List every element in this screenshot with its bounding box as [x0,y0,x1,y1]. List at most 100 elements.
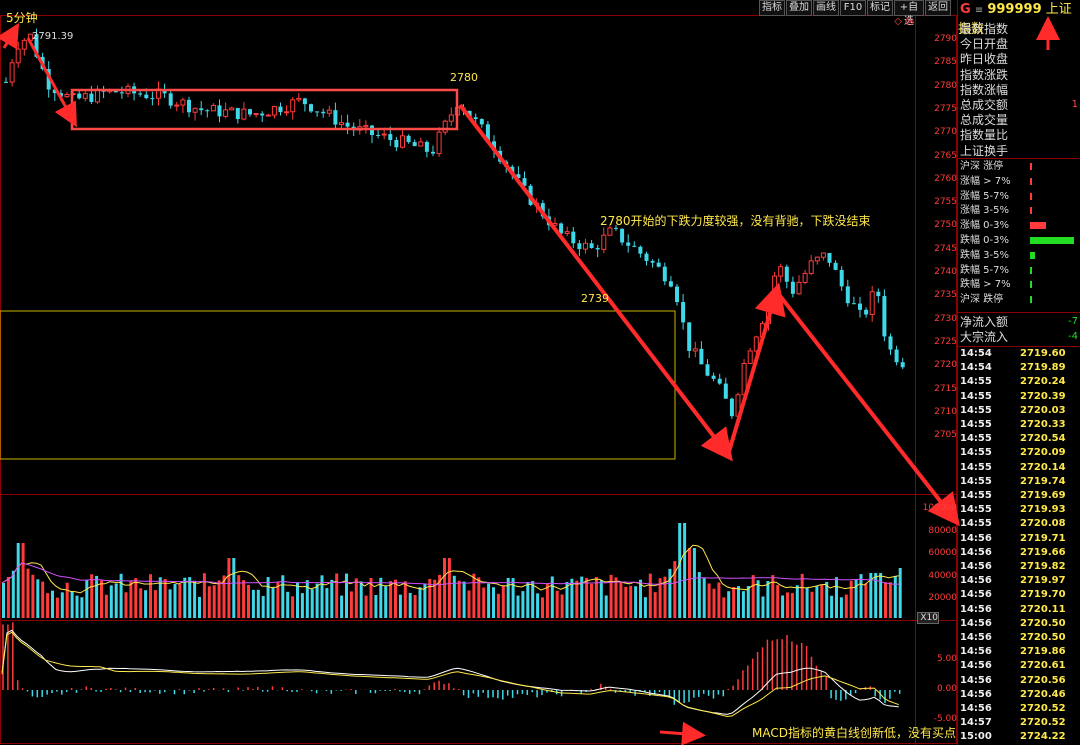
volume-bar [619,582,623,618]
tick-row: 14:55 2720.39 [958,390,1080,404]
volume-bar [604,595,608,618]
candle-body [260,113,265,116]
volume-bar [320,575,324,618]
candle-body [516,174,521,179]
candle-body [479,119,484,125]
volume-bar [550,576,554,618]
quote-label: 上证换手 [960,143,1009,158]
volume-bar [2,583,5,618]
quote-label: 今日开盘 [960,37,1009,52]
macd-histogram [2,622,901,705]
volume-bar [222,575,226,618]
tick-row: 14:56 2719.71 [958,532,1080,546]
toolbar-button-0[interactable]: 指标 [759,0,785,16]
volume-bar [658,578,662,618]
tick-time: 14:57 [960,717,992,729]
volume-bar [325,588,329,618]
candle-body [381,133,387,136]
candle-body [64,93,70,98]
price-tick: 2750 [934,220,957,231]
volume-bar [805,587,809,618]
candle-body [601,234,607,250]
candle-body [900,362,905,368]
toolbar-button-4[interactable]: 标记 [867,0,893,16]
volume-bar [271,587,275,618]
tick-price: 2720.46 [1020,688,1066,700]
toolbar-button-1[interactable]: 叠加 [786,0,812,16]
volume-bar [580,576,584,618]
candle-body [583,242,588,250]
volume-bar [202,573,206,618]
candle-body [315,111,320,113]
quote-label: 指数涨幅 [960,82,1009,97]
toolbar-button-5[interactable]: +自选 [894,0,924,27]
candle-body [290,99,296,113]
volume-bar [256,589,260,618]
tick-time: 14:56 [960,688,992,700]
toolbar-button-3[interactable]: F10 [840,0,866,16]
volume-bar [599,580,603,618]
candle-body [882,296,887,337]
tick-price: 2719.70 [1020,589,1066,601]
price-tick: 2785 [934,57,957,68]
tick-time: 14:55 [960,419,992,430]
volume-bar [835,577,838,618]
volume-bar [541,597,544,618]
candle-body [284,111,290,114]
volume-bar [428,578,432,618]
volume-bar [369,578,373,618]
price-tick: 2780 [934,80,957,91]
volume-bar [663,576,667,618]
symbol-header[interactable]: G ≡ 999999 上证指数 [958,0,1080,37]
volume-bar [614,577,618,618]
tick-row: 14:56 2720.61 [958,659,1080,673]
volume-bar [398,594,402,618]
candle-body [753,336,759,352]
breadth-label: 跌幅 3-5% [960,249,1010,261]
candle-body [644,253,649,261]
settings-icon[interactable]: ◇ ◎ [894,16,914,27]
macd-lines [1,629,899,718]
tick-row: 14:55 2720.33 [958,418,1080,432]
tick-time: 14:55 [960,490,992,501]
quote-label: 昨日收盘 [960,52,1009,67]
volume-bar [751,575,755,618]
toolbar-button-6[interactable]: 返回 [925,0,951,16]
volume-bar [629,585,633,618]
breadth-row: 涨幅 > 7% [958,174,1080,189]
tick-row: 14:55 2719.74 [958,475,1080,489]
level-2739-label: 2739 [581,292,609,305]
tick-row: 14:55 2720.24 [958,375,1080,389]
volume-bar [65,582,69,618]
period-arrow [0,22,20,50]
candle-body [571,231,576,244]
volume-bar [276,582,280,618]
candle-body [705,364,710,376]
menu-icon[interactable]: ≡ [974,5,984,16]
volume-bar [771,575,775,618]
volume-bar [379,577,383,618]
downtrend-arrow-2 [775,290,960,527]
volume-bar [531,581,535,618]
rebound-arrow [726,282,786,456]
candle-body [778,266,784,277]
flow-label: 净流入额 [960,315,1009,329]
volume-bar [560,594,564,618]
volume-bar [643,597,647,618]
candle-body [46,69,51,90]
volume-bar [144,590,148,618]
price-tick: 2720 [934,360,957,371]
volume-bar [149,574,152,618]
volume-bar [139,588,143,618]
period-label[interactable]: 5分钟 [6,11,38,25]
volume-bar [825,581,829,618]
toolbar-button-2[interactable]: 画线 [813,0,839,16]
volume-bar [447,558,451,618]
volume-bar [467,590,471,618]
volume-tick: 40000 [928,570,957,581]
candle-body [888,336,893,350]
volume-bar [487,583,491,618]
candle-body [296,97,302,101]
volume-bar [193,580,197,618]
